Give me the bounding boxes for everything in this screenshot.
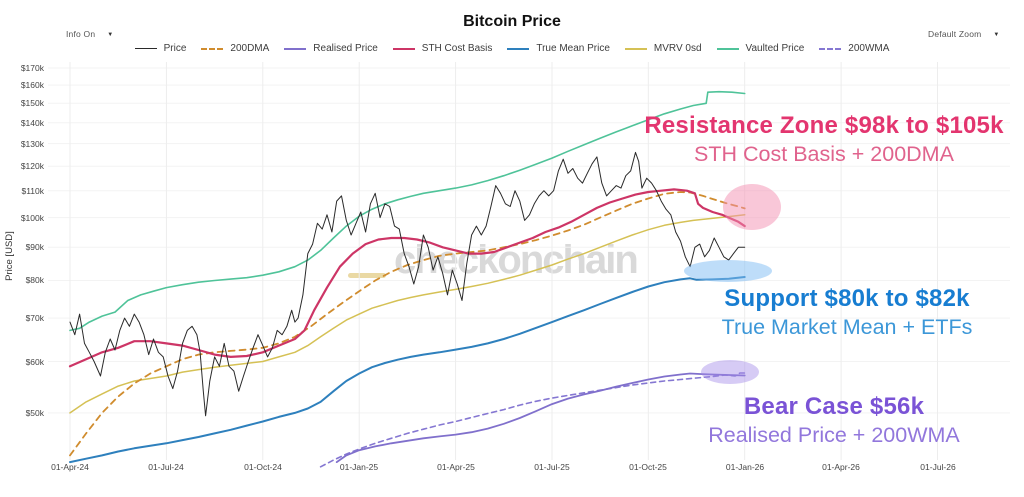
legend-label: MVRV 0sd: [653, 43, 702, 54]
y-tick-label: $140k: [20, 118, 44, 128]
annotation-resistance-title: Resistance Zone $98k to $105k: [644, 112, 1004, 139]
y-tick-label: $100k: [20, 213, 44, 223]
series-line-realised-price: [335, 372, 746, 463]
legend-label: Realised Price: [313, 43, 378, 54]
x-tick-label: 01-Apr-26: [822, 462, 860, 472]
series-line-vaulted-price: [69, 90, 746, 332]
caret-down-icon: ▼: [107, 32, 114, 38]
info-dropdown[interactable]: Info On ▼: [66, 29, 113, 39]
x-tick-label: 01-Apr-25: [437, 462, 475, 472]
y-tick-label: $120k: [20, 161, 44, 171]
series-line-price: [69, 151, 746, 417]
y-tick-label: $90k: [25, 242, 44, 252]
y-tick-label: $50k: [25, 408, 44, 418]
resistance-zone-highlight: [723, 184, 781, 230]
annotation-resistance-zone: Resistance Zone $98k to $105k STH Cost B…: [614, 112, 1024, 167]
legend-label: STH Cost Basis: [421, 43, 493, 54]
y-tick-label: $170k: [20, 63, 44, 73]
legend-item-price[interactable]: Price: [134, 43, 187, 54]
legend-item-mvrv-0sd[interactable]: MVRV 0sd: [624, 43, 702, 54]
legend-item-realised-price[interactable]: Realised Price: [284, 43, 378, 54]
zoom-dropdown[interactable]: Default Zoom ▼: [928, 29, 1000, 39]
caret-down-icon: ▼: [993, 32, 1000, 38]
watermark-dash-icon: [348, 273, 386, 278]
annotation-bear-subtitle: Realised Price + 200WMA: [708, 423, 960, 447]
x-tick-label: 01-Jul-24: [148, 462, 184, 472]
bear-zone-highlight: [701, 360, 759, 384]
legend-swatch-realised-price: [284, 47, 307, 50]
y-tick-label: $160k: [20, 80, 44, 90]
series-line-mvrv-0sd: [69, 214, 746, 414]
legend-item-true-mean-price[interactable]: True Mean Price: [507, 43, 610, 54]
legend-swatch-vaulted-price: [716, 47, 739, 50]
legend-label: 200WMA: [848, 43, 890, 54]
info-dropdown-label: Info On: [66, 29, 96, 39]
annotation-bear-title: Bear Case $56k: [743, 393, 925, 420]
y-tick-label: $110k: [21, 186, 44, 196]
legend-swatch-mvrv-0sd: [624, 47, 647, 50]
legend-swatch-true-mean-price: [507, 47, 530, 50]
y-tick-label: $150k: [20, 98, 44, 108]
legend-label: Vaulted Price: [745, 43, 805, 54]
legend-item-vaulted-price[interactable]: Vaulted Price: [716, 43, 805, 54]
legend-label: True Mean Price: [536, 43, 610, 54]
annotation-resistance-subtitle: STH Cost Basis + 200DMA: [694, 142, 954, 166]
x-tick-label: 01-Oct-24: [244, 462, 282, 472]
x-tick-label: 01-Oct-25: [629, 462, 667, 472]
x-tick-label: 01-Jan-25: [339, 462, 379, 472]
legend-swatch-sth-cost-basis: [392, 47, 415, 50]
y-tick-label: $80k: [25, 275, 44, 285]
chart-title: Bitcoin Price: [463, 13, 561, 30]
gridlines: [48, 62, 1010, 460]
legend-label: Price: [163, 43, 187, 54]
annotation-support-subtitle: True Market Mean + ETFs: [721, 315, 973, 339]
annotation-support-zone: Support $80k to $82k True Market Mean + …: [637, 285, 1024, 340]
legend-item-sth-cost-basis[interactable]: STH Cost Basis: [392, 43, 493, 54]
zoom-dropdown-label: Default Zoom: [928, 29, 982, 39]
series-line-200wma: [319, 372, 746, 468]
y-tick-label: $70k: [25, 313, 44, 323]
x-tick-label: 01-Jul-25: [534, 462, 570, 472]
legend-swatch-200wma: [819, 47, 842, 50]
series-line-sth-cost-basis: [68, 188, 746, 368]
x-tick-label: 01-Jul-26: [920, 462, 956, 472]
legend-label: 200DMA: [230, 43, 270, 54]
annotation-support-title: Support $80k to $82k: [724, 285, 970, 312]
y-tick-label: $130k: [20, 139, 44, 149]
y-tick-label: $60k: [25, 357, 44, 367]
annotation-bear-case: Bear Case $56k Realised Price + 200WMA: [624, 393, 1024, 448]
legend-item-200wma[interactable]: 200WMA: [819, 43, 889, 54]
legend-item-200dma[interactable]: 200DMA: [201, 43, 269, 54]
series-line-true-mean-price: [69, 276, 746, 464]
legend-swatch-price: [134, 48, 157, 49]
legend-swatch-200dma: [201, 47, 224, 50]
legend: Price 200DMA Realised Price STH Cost Basis T…: [0, 43, 1024, 54]
x-tick-label: 01-Jan-26: [725, 462, 765, 472]
support-zone-highlight: [684, 260, 772, 282]
x-tick-label: 01-Apr-24: [51, 462, 89, 472]
